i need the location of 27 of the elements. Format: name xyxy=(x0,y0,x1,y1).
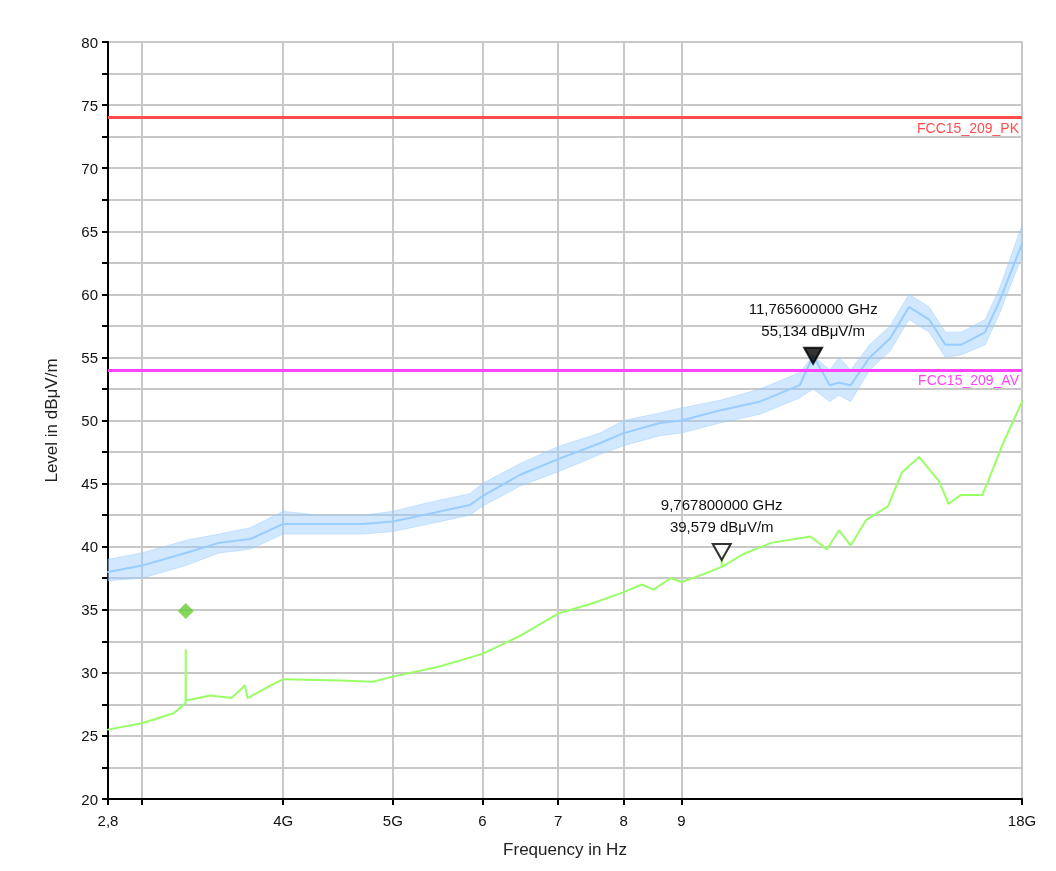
x-tick-label: 6 xyxy=(478,812,487,829)
y-tick-label: 20 xyxy=(81,790,98,808)
y-tick-label: 50 xyxy=(81,412,98,429)
y-tick-label: 80 xyxy=(81,33,98,51)
y-tick-label: 60 xyxy=(81,285,98,303)
annotation: 9,767800000 GHz 39,579 dBμV/m xyxy=(660,496,783,536)
y-tick-label: 75 xyxy=(81,96,98,114)
y-tick-label: 30 xyxy=(81,664,98,682)
y-tick-label: 65 xyxy=(81,222,98,240)
x-tick-label: 18G xyxy=(1007,812,1037,829)
y-tick-label: 25 xyxy=(81,727,98,745)
y-axis-title: Level in dBμV/m xyxy=(42,358,61,483)
x-tick-label: 4G xyxy=(273,812,294,829)
y-tick-label: 70 xyxy=(81,159,98,177)
y-tick-label: 40 xyxy=(81,538,98,556)
ref-line-label: FCC15_209_AV xyxy=(918,372,1020,389)
x-tick-label: 5G xyxy=(382,812,403,829)
annotation: 11,765600000 GHz 55,134 dBμV/m xyxy=(748,300,878,340)
x-axis-title: Frequency in Hz xyxy=(503,840,627,859)
y-tick-label: 55 xyxy=(81,348,98,366)
y-tick-label: 45 xyxy=(81,475,98,493)
x-tick-label: 8 xyxy=(619,812,628,829)
x-tick-label: 9 xyxy=(677,812,686,829)
y-tick-label: 35 xyxy=(81,601,98,619)
ref-line-label: FCC15_209_PK xyxy=(917,119,1020,136)
x-tick-label: 2,8 xyxy=(97,812,119,829)
x-tick-label: 7 xyxy=(553,812,563,829)
